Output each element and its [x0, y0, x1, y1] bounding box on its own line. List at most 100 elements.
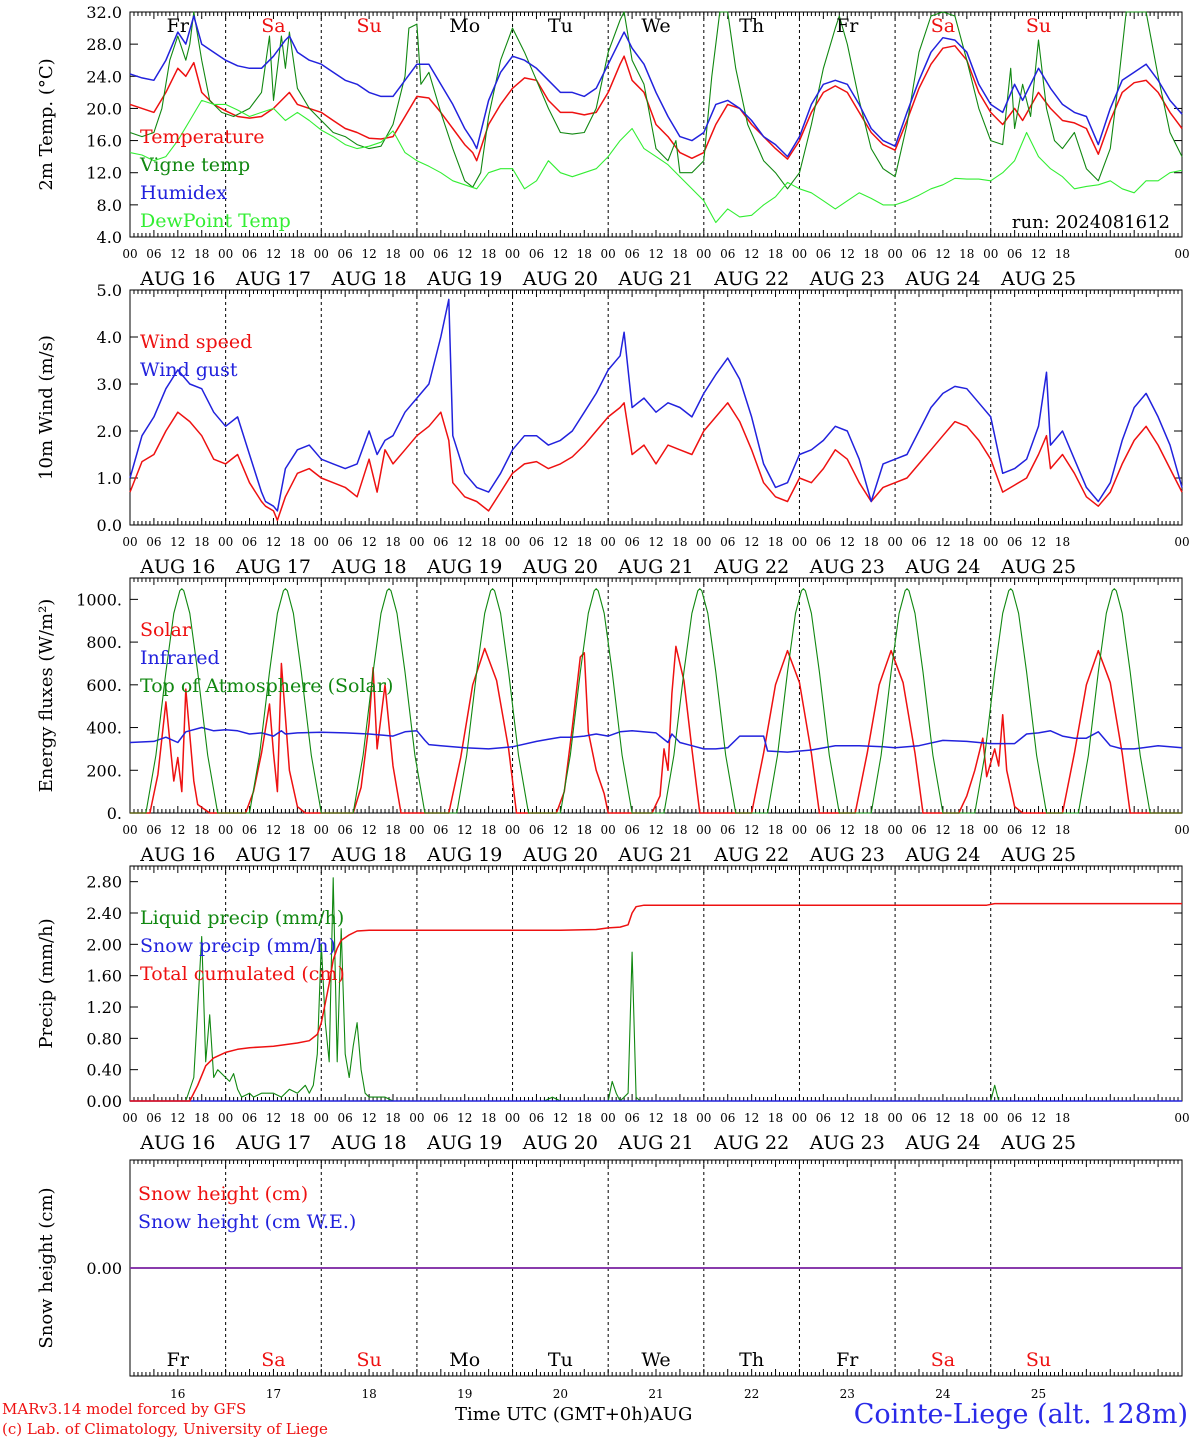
hour-tick-label: 18 [864, 1111, 879, 1125]
legend-entry: Infrared [140, 647, 220, 669]
hour-tick-label: 12 [361, 247, 376, 261]
hour-tick-label: 18 [290, 823, 305, 837]
hour-tick-label: 00 [887, 535, 902, 549]
y-tick-label: 0.80 [86, 1029, 122, 1048]
date-label: AUG 20 [522, 844, 598, 866]
hour-tick-label: 18 [959, 823, 974, 837]
station-name: Cointe-Liege (alt. 128m) [853, 1399, 1188, 1430]
hour-tick-label: 12 [361, 823, 376, 837]
weekday-label: Fr [836, 15, 859, 37]
series-dewpoint-temp [129, 99, 1183, 224]
hour-tick-label: 18 [577, 1111, 592, 1125]
weekday-label: Sa [931, 15, 955, 37]
panel-2: 0.0 1.0 2.0 3.0 4.0 5.0 10m Wind (m/s) Wind spe… [36, 281, 1190, 578]
date-label: AUG 21 [617, 556, 693, 578]
hour-tick-label: 18 [672, 823, 687, 837]
date-label: AUG 21 [617, 1132, 693, 1154]
hour-tick-label: 18 [1055, 535, 1070, 549]
hour-tick-label: 12 [744, 1111, 759, 1125]
hour-tick-label: 06 [816, 535, 831, 549]
y-axis-label: Energy fluxes (W/m²) [36, 599, 57, 793]
hour-tick-label: 18 [481, 535, 496, 549]
hour-tick-label: 06 [338, 535, 353, 549]
hour-tick-label: 00 [218, 535, 233, 549]
hour-tick-label: 06 [242, 823, 257, 837]
hour-tick-label: 00 [409, 535, 424, 549]
hour-tick-label: 18 [385, 823, 400, 837]
hour-tick-label: 06 [720, 535, 735, 549]
legend-entry: Snow precip (mm/h) [140, 935, 336, 957]
date-label: AUG 21 [617, 268, 693, 290]
hour-tick-label: 18 [385, 247, 400, 261]
weekday-label: Mo [449, 1349, 480, 1371]
day-number-label: 18 [361, 1387, 376, 1401]
weekday-label: Su [1026, 1349, 1051, 1371]
date-label: AUG 17 [235, 556, 311, 578]
hour-tick-label: 12 [1031, 535, 1046, 549]
weekday-label: Tu [548, 15, 573, 37]
hour-tick-label: 06 [1007, 823, 1022, 837]
y-tick-label: 3.0 [97, 375, 122, 394]
hour-tick-label: 00 [314, 535, 329, 549]
hour-tick-label: 12 [266, 247, 281, 261]
y-tick-label: 0. [107, 804, 122, 823]
hour-tick-label: 00 [122, 823, 137, 837]
hour-tick-label: 06 [529, 1111, 544, 1125]
panel-4: 0.00 0.40 0.80 1.20 1.60 2.00 2.40 2.80 Precip (… [36, 865, 1190, 1154]
hour-tick-label: 12 [170, 1111, 185, 1125]
legend-entry: Temperature [140, 126, 264, 148]
date-label: AUG 24 [904, 844, 980, 866]
series-top-of-atmosphere-solar [130, 588, 1182, 814]
day-number-label: 19 [457, 1387, 472, 1401]
hour-tick-label: 12 [361, 535, 376, 549]
hour-tick-label: 18 [194, 535, 209, 549]
hour-tick-label: 12 [553, 247, 568, 261]
hour-tick-label: 00 [696, 535, 711, 549]
y-tick-label: 0.0 [97, 516, 122, 535]
day-number-label: 24 [935, 1387, 951, 1401]
hour-tick-label: 12 [170, 247, 185, 261]
hour-tick-label: 00 [314, 247, 329, 261]
hour-tick-label: 18 [577, 823, 592, 837]
hour-tick-label: 18 [385, 535, 400, 549]
date-label: AUG 18 [331, 268, 407, 290]
hour-tick-label: 00 [505, 247, 520, 261]
hour-tick-label: 12 [840, 535, 855, 549]
hour-tick-label: 12 [170, 535, 185, 549]
date-label: AUG 25 [1000, 268, 1076, 290]
hour-tick-label: 06 [242, 247, 257, 261]
hour-tick-label: 06 [433, 823, 448, 837]
legend-entry: Liquid precip (mm/h) [140, 907, 344, 929]
hour-tick-label: 18 [768, 247, 783, 261]
hour-tick-label: 18 [864, 535, 879, 549]
model-credit: MARv3.14 model forced by GFS [2, 1400, 247, 1418]
hour-tick-label: 00 [601, 535, 616, 549]
series-humidex [129, 15, 1183, 158]
hour-tick-label: 00 [505, 535, 520, 549]
legend-entry: Solar [140, 619, 192, 641]
hour-tick-label: 18 [672, 247, 687, 261]
hour-tick-label: 00 [792, 247, 807, 261]
hour-tick-label: 18 [959, 247, 974, 261]
hour-tick-label: 12 [1031, 1111, 1046, 1125]
legend-entry: Humidex [140, 182, 227, 204]
day-number-label: 17 [266, 1387, 281, 1401]
hour-tick-label: 06 [816, 1111, 831, 1125]
weekday-label: Sa [931, 1349, 955, 1371]
date-label: AUG 20 [522, 556, 598, 578]
y-tick-label: 600. [86, 676, 122, 695]
hour-tick-label: 06 [433, 535, 448, 549]
y-tick-label: 2.0 [97, 422, 122, 441]
hour-tick-label: 00 [1174, 247, 1189, 261]
series-solar [130, 645, 1182, 814]
weekday-label: Sa [261, 1349, 285, 1371]
y-tick-label: 1.20 [86, 998, 122, 1017]
hour-tick-label: 00 [409, 823, 424, 837]
date-label: AUG 16 [139, 844, 215, 866]
date-label: AUG 19 [426, 268, 502, 290]
panel-1: 4.0 8.0 12.0 16.0 20.0 24.0 28.0 32.0 2m Temp. (… [36, 3, 1190, 290]
date-label: AUG 20 [522, 268, 598, 290]
hour-tick-label: 12 [266, 823, 281, 837]
y-tick-label: 12.0 [86, 164, 122, 183]
